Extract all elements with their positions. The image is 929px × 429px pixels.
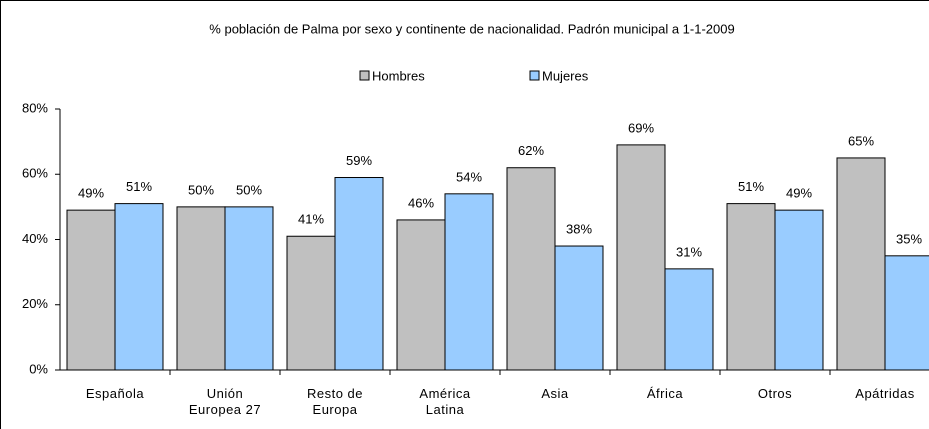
bar — [334, 177, 384, 371]
data-label: 65% — [848, 133, 874, 148]
legend-label: Mujeres — [542, 68, 589, 83]
y-tick-label: 60% — [22, 166, 48, 181]
x-tick-label: Asia — [541, 386, 569, 401]
data-label: 41% — [298, 212, 324, 227]
bar — [726, 203, 776, 371]
x-tick-label: Apátridas — [855, 386, 915, 401]
bar — [616, 144, 666, 371]
y-tick-label: 0% — [29, 361, 48, 376]
data-label: 51% — [126, 179, 152, 194]
legend-label: Hombres — [372, 68, 425, 83]
y-tick-label: 20% — [22, 296, 48, 311]
bar — [444, 193, 494, 371]
bar — [66, 209, 116, 371]
bar — [836, 157, 886, 371]
data-label: 50% — [188, 182, 214, 197]
data-label: 35% — [896, 231, 922, 246]
chart-title: % población de Palma por sexo y continen… — [209, 21, 734, 36]
data-label: 51% — [738, 179, 764, 194]
x-tick-label: Otros — [757, 386, 793, 401]
bar — [224, 206, 274, 371]
legend-swatch — [529, 70, 540, 81]
data-label: 38% — [566, 221, 592, 236]
data-label: 49% — [78, 186, 104, 201]
data-label: 50% — [236, 182, 262, 197]
bar — [554, 245, 604, 371]
bar — [176, 206, 226, 371]
x-tick-label: Española — [85, 386, 145, 401]
x-tick-label: África — [646, 386, 684, 401]
y-tick-label: 80% — [22, 100, 48, 115]
bar — [506, 167, 556, 371]
bar — [396, 219, 446, 371]
data-label: 31% — [676, 244, 702, 259]
bar — [114, 203, 164, 371]
x-tick-label: Resto de Europa — [306, 386, 364, 417]
data-label: 62% — [518, 143, 544, 158]
bar — [884, 255, 929, 371]
x-tick-label: Unión Europea 27 — [188, 386, 262, 417]
data-label: 69% — [628, 120, 654, 135]
bar — [774, 209, 824, 371]
legend-swatch — [359, 70, 370, 81]
data-label: 59% — [346, 153, 372, 168]
x-tick-label: América Latina — [419, 386, 471, 417]
data-label: 46% — [408, 195, 434, 210]
y-tick-label: 40% — [22, 231, 48, 246]
data-label: 54% — [456, 169, 482, 184]
bar — [664, 268, 714, 371]
data-label: 49% — [786, 186, 812, 201]
bar — [286, 235, 336, 371]
